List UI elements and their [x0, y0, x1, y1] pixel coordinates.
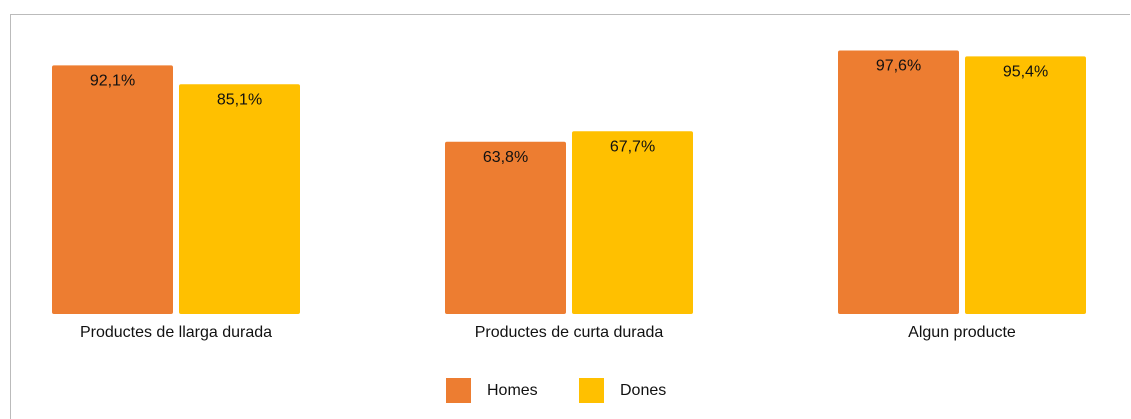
bar [445, 141, 566, 314]
bar [965, 56, 1086, 315]
data-label: 85,1% [217, 91, 262, 108]
legend-swatch [579, 378, 604, 403]
data-label: 95,4% [1003, 64, 1048, 81]
bar [179, 84, 300, 314]
legend-swatch [446, 378, 471, 403]
legend-label: Dones [620, 382, 666, 399]
bar [52, 65, 173, 314]
data-label: 97,6% [876, 58, 921, 75]
legend-label: Homes [487, 382, 538, 399]
x-tick-label: Productes de curta durada [475, 324, 664, 341]
data-label: 67,7% [610, 138, 655, 155]
x-tick-label: Algun producte [908, 324, 1016, 341]
chart-border [10, 14, 1130, 419]
bar [572, 131, 693, 314]
x-tick-label: Productes de llarga durada [80, 324, 272, 341]
data-label: 92,1% [90, 73, 135, 90]
bar [838, 50, 959, 314]
data-label: 63,8% [483, 149, 528, 166]
